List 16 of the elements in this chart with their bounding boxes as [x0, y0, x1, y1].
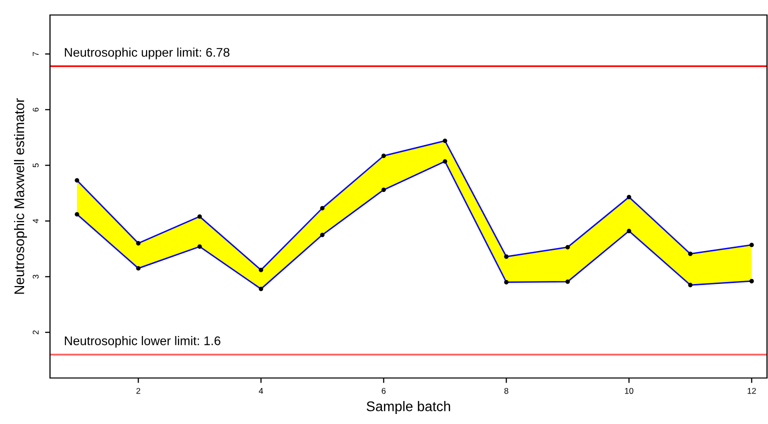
- x-tick-label: 4: [258, 388, 264, 394]
- y-axis-title: Neutrosophic Maxwell estimator: [14, 98, 27, 294]
- ref-line-label: Neutrosophic upper limit: 6.78: [64, 48, 230, 60]
- x-axis-title: Sample batch: [366, 401, 450, 414]
- x-tick-label: 6: [382, 388, 386, 394]
- x-tick-label: 10: [625, 388, 634, 394]
- x-tick-label: 8: [504, 388, 508, 394]
- x-tick-label: 2: [136, 388, 140, 394]
- x-tick-label: 12: [748, 388, 756, 394]
- y-tick-label: 2: [32, 330, 39, 334]
- y-tick-label: 6: [32, 108, 39, 112]
- y-tick-label: 4: [32, 218, 39, 224]
- ref-line-label: Neutrosophic lower limit: 1.6: [64, 336, 220, 348]
- y-tick-label: 3: [32, 274, 39, 279]
- y-tick-label: 7: [32, 52, 39, 56]
- y-tick-label: 5: [32, 163, 39, 168]
